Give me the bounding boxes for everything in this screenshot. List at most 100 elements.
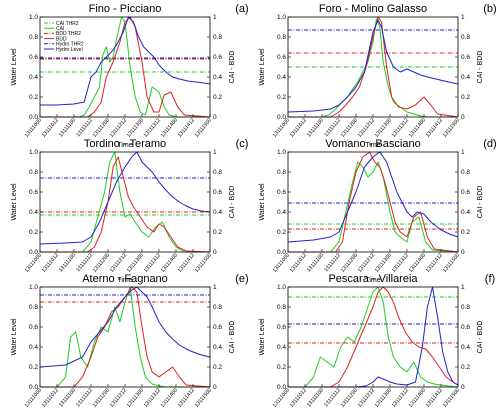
- panel-label: (a): [235, 3, 248, 15]
- panel-6: Pescara - Villareia (f) 0.0 0.2 0.4 0.6 0.8 1.0…: [259, 273, 495, 408]
- y-tick-label-left: 1.0: [277, 149, 286, 156]
- y-tick-label-left: 0.4: [29, 209, 38, 216]
- y-tick-label-left: 0.8: [277, 34, 286, 41]
- series-hydro-level: [39, 151, 211, 245]
- x-tick-label: 13111500: [442, 387, 461, 408]
- y-tick-label-right: 0.4: [461, 344, 470, 351]
- panel-title: Pescara - Villareia: [328, 273, 418, 285]
- y-tick-label-right: 1: [461, 14, 465, 21]
- x-tick-label: 13111012: [289, 252, 308, 273]
- panel-title: Tordino - Teramo: [84, 138, 166, 150]
- x-tick-label: 13111100: [306, 117, 325, 138]
- series-cai: [40, 286, 210, 388]
- legend-entry: Hydro THR2: [56, 42, 84, 48]
- x-tick-label: 13111012: [41, 117, 60, 138]
- y-tick-label-right: 0.6: [461, 54, 470, 61]
- y-tick-label-left: 0.8: [277, 169, 286, 176]
- y-tick-label-left: 0.8: [29, 169, 38, 176]
- y-tick-label-left: 0.4: [277, 209, 286, 216]
- y-tick-label-left: 0.2: [29, 364, 38, 371]
- x-tick-label: 13111100: [306, 387, 325, 408]
- x-tick-label: 13111500: [442, 117, 461, 138]
- y-tick-label-left: 0.0: [29, 114, 38, 121]
- y-tick-label-left: 0.8: [29, 304, 38, 311]
- series-cai: [288, 161, 459, 253]
- y-tick-label-left: 0.6: [277, 189, 286, 196]
- y-axis-label-right: CAI - BDD: [477, 186, 484, 219]
- y-tick-label-right: 0.2: [461, 229, 470, 236]
- x-tick-label: 13111500: [194, 117, 213, 138]
- y-tick-label-left: 1.0: [277, 284, 286, 291]
- series-bdd: [288, 151, 459, 253]
- series-cai: [288, 286, 459, 388]
- legend-entry: CAI: [56, 26, 64, 32]
- series-hydro-level: [287, 151, 459, 243]
- y-axis-label-right: CAI - BDD: [229, 186, 236, 219]
- x-tick-label: 13111100: [58, 252, 77, 273]
- series-bdd: [288, 16, 459, 118]
- y-tick-label-left: 1.0: [29, 14, 38, 21]
- legend-entry: BDD: [56, 36, 67, 42]
- y-tick-label-left: 0.0: [277, 114, 286, 121]
- y-tick-label-right: 0.8: [213, 169, 222, 176]
- panel-label: (b): [483, 3, 496, 15]
- y-tick-label-left: 0.4: [29, 74, 38, 81]
- y-tick-label-right: 0.2: [213, 229, 222, 236]
- y-axis-label-right: CAI - BDD: [477, 51, 484, 84]
- panel-4: Vomano - Basciano (d) 0.0 0.2 0.4 0.6 0.8 1.0 0 0…: [259, 138, 497, 284]
- y-tick-label-left: 0.6: [29, 324, 38, 331]
- panel-title: Foro - Molino Galasso: [319, 3, 427, 15]
- y-axis-label-right: CAI - BDD: [229, 51, 236, 84]
- y-tick-label-right: 1: [213, 149, 217, 156]
- y-tick-label-left: 0.8: [29, 34, 38, 41]
- y-tick-label-right: 0.2: [461, 94, 470, 101]
- y-tick-label-left: 0.4: [29, 344, 38, 351]
- y-tick-label-right: 0: [461, 384, 465, 391]
- y-tick-label-left: 0.2: [29, 94, 38, 101]
- y-tick-label-left: 0.0: [277, 249, 286, 256]
- y-tick-label-right: 0.6: [461, 324, 470, 331]
- y-tick-label-left: 0.2: [29, 229, 38, 236]
- x-tick-label: 13111100: [306, 252, 325, 273]
- y-tick-label-right: 0.4: [213, 209, 222, 216]
- panel-3: Tordino - Teramo (c) 0.0 0.2 0.4 0.6 0.8 1.0 0 0.…: [11, 138, 248, 284]
- x-tick-label: 13111500: [442, 252, 461, 273]
- y-tick-label-right: 1: [213, 14, 217, 21]
- y-tick-label-right: 0.6: [213, 324, 222, 331]
- panel-5: Aterno - Fagnano (e) 0.0 0.2 0.4 0.6 0.8 1.0 0 0.…: [11, 273, 249, 408]
- y-axis-label-right: CAI - BDD: [477, 321, 484, 354]
- y-tick-label-right: 0.8: [461, 34, 470, 41]
- y-tick-label-left: 1.0: [277, 14, 286, 21]
- y-tick-label-left: 1.0: [29, 149, 38, 156]
- y-tick-label-left: 0.2: [277, 94, 286, 101]
- y-tick-label-left: 0.0: [29, 384, 38, 391]
- y-tick-label-left: 0.6: [29, 54, 38, 61]
- panel-label: (f): [485, 273, 495, 285]
- y-tick-label-right: 0.8: [213, 304, 222, 311]
- y-tick-label-right: 0.4: [461, 209, 470, 216]
- series-hydro-level: [287, 19, 459, 113]
- y-tick-label-left: 0.4: [277, 344, 286, 351]
- panel-title: Vomano - Basciano: [325, 138, 420, 150]
- y-tick-label-right: 0: [461, 114, 465, 121]
- panel-1: Fino - Picciano (a) 0.0 0.2 0.4 0.6 0.8 1.0 0 0.2…: [11, 3, 249, 149]
- plot-frame: [287, 286, 459, 388]
- y-tick-label-right: 1: [461, 284, 465, 291]
- y-tick-label-right: 0: [461, 249, 465, 256]
- x-tick-label: 13111500: [194, 387, 213, 408]
- y-tick-label-left: 0.8: [277, 304, 286, 311]
- panel-label: (e): [235, 273, 248, 285]
- legend-entry: Hydro Level: [56, 47, 83, 53]
- y-tick-label-right: 0: [213, 114, 217, 121]
- x-tick-label: 13111012: [41, 252, 60, 273]
- y-axis-label-left: Water Level: [259, 318, 266, 356]
- series-bdd: [40, 156, 211, 253]
- series-bdd: [40, 286, 211, 388]
- panel-label: (d): [483, 138, 496, 150]
- y-tick-label-right: 0.4: [213, 344, 222, 351]
- y-tick-label-left: 0.2: [277, 229, 286, 236]
- x-tick-label: 13111100: [58, 387, 77, 408]
- y-tick-label-right: 0.8: [461, 304, 470, 311]
